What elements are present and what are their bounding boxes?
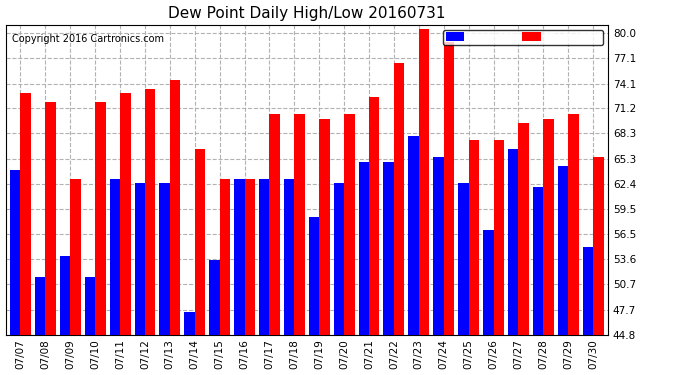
- Bar: [110, 179, 120, 375]
- Bar: [483, 230, 493, 375]
- Bar: [344, 114, 355, 375]
- Bar: [593, 158, 604, 375]
- Bar: [219, 179, 230, 375]
- Text: Copyright 2016 Cartronics.com: Copyright 2016 Cartronics.com: [12, 34, 164, 44]
- Bar: [518, 123, 529, 375]
- Bar: [444, 42, 454, 375]
- Bar: [159, 183, 170, 375]
- Bar: [234, 179, 244, 375]
- Bar: [394, 63, 404, 375]
- Bar: [270, 114, 280, 375]
- Bar: [469, 140, 479, 375]
- Bar: [384, 162, 394, 375]
- Bar: [135, 183, 145, 375]
- Bar: [184, 312, 195, 375]
- Bar: [533, 188, 543, 375]
- Bar: [582, 247, 593, 375]
- Bar: [170, 80, 180, 375]
- Bar: [85, 277, 95, 375]
- Bar: [458, 183, 469, 375]
- Bar: [433, 158, 444, 375]
- Bar: [95, 102, 106, 375]
- Bar: [35, 277, 46, 375]
- Bar: [568, 114, 579, 375]
- Bar: [46, 102, 56, 375]
- Bar: [359, 162, 369, 375]
- Bar: [60, 256, 70, 375]
- Bar: [493, 140, 504, 375]
- Bar: [209, 260, 219, 375]
- Bar: [558, 166, 568, 375]
- Bar: [70, 179, 81, 375]
- Bar: [543, 119, 554, 375]
- Bar: [21, 93, 31, 375]
- Bar: [508, 149, 518, 375]
- Bar: [195, 149, 205, 375]
- Bar: [334, 183, 344, 375]
- Bar: [120, 93, 130, 375]
- Bar: [408, 136, 419, 375]
- Bar: [145, 89, 155, 375]
- Bar: [259, 179, 270, 375]
- Bar: [419, 29, 429, 375]
- Legend: Low  (°F), High  (°F): Low (°F), High (°F): [443, 30, 603, 45]
- Bar: [309, 217, 319, 375]
- Title: Dew Point Daily High/Low 20160731: Dew Point Daily High/Low 20160731: [168, 6, 446, 21]
- Bar: [284, 179, 295, 375]
- Bar: [319, 119, 330, 375]
- Bar: [10, 170, 21, 375]
- Bar: [244, 179, 255, 375]
- Bar: [295, 114, 305, 375]
- Bar: [369, 98, 380, 375]
